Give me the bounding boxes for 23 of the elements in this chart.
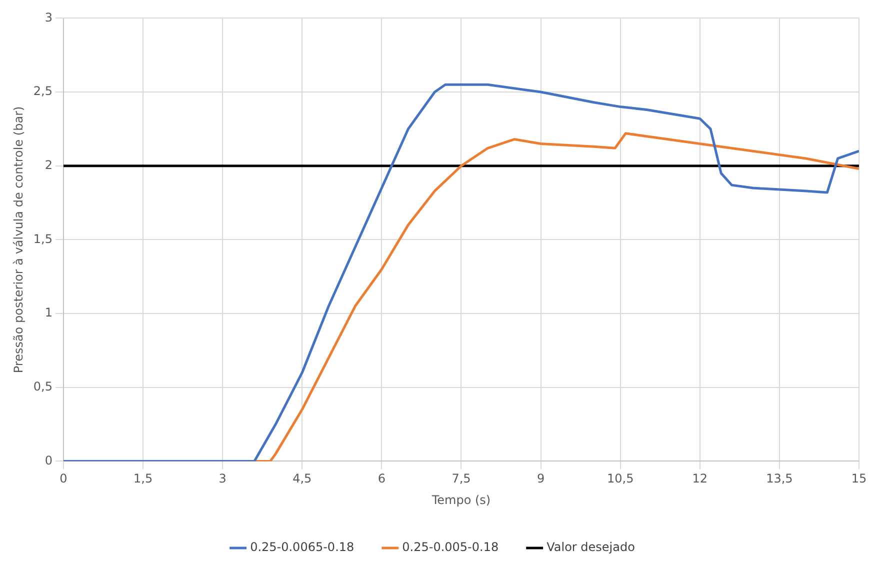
y-tick-label: 3 [44,10,52,24]
x-tick-label: 13,5 [766,472,793,486]
x-tick-label: 10,5 [606,472,634,486]
x-axis-title: Tempo (s) [430,492,491,507]
y-tick-label: 0,5 [33,379,52,394]
y-axis-title: Pressão posterior à válvula de controle (bar) [11,106,26,374]
x-tick-label: 6 [378,472,386,486]
x-tick-label: 12 [692,472,708,486]
y-tick-label: 2 [44,158,52,172]
x-tick-label: 0 [60,472,68,486]
x-tick-label: 4,5 [292,472,312,486]
y-tick-label: 2,5 [33,84,52,98]
x-tick-label: 1,5 [133,472,153,486]
legend-label: Valor desejado [546,540,635,554]
y-tick-label: 0 [44,453,52,468]
x-tick-label: 3 [218,472,226,486]
legend-label: 0.25-0.005-0.18 [402,540,499,554]
legend-label: 0.25-0.0065-0.18 [250,540,354,554]
x-tick-label: 9 [536,472,545,486]
y-tick-label: 1,5 [33,232,52,246]
x-tick-label: 15 [851,472,867,486]
y-tick-label: 1 [44,306,52,320]
x-tick-label: 7,5 [452,472,471,486]
